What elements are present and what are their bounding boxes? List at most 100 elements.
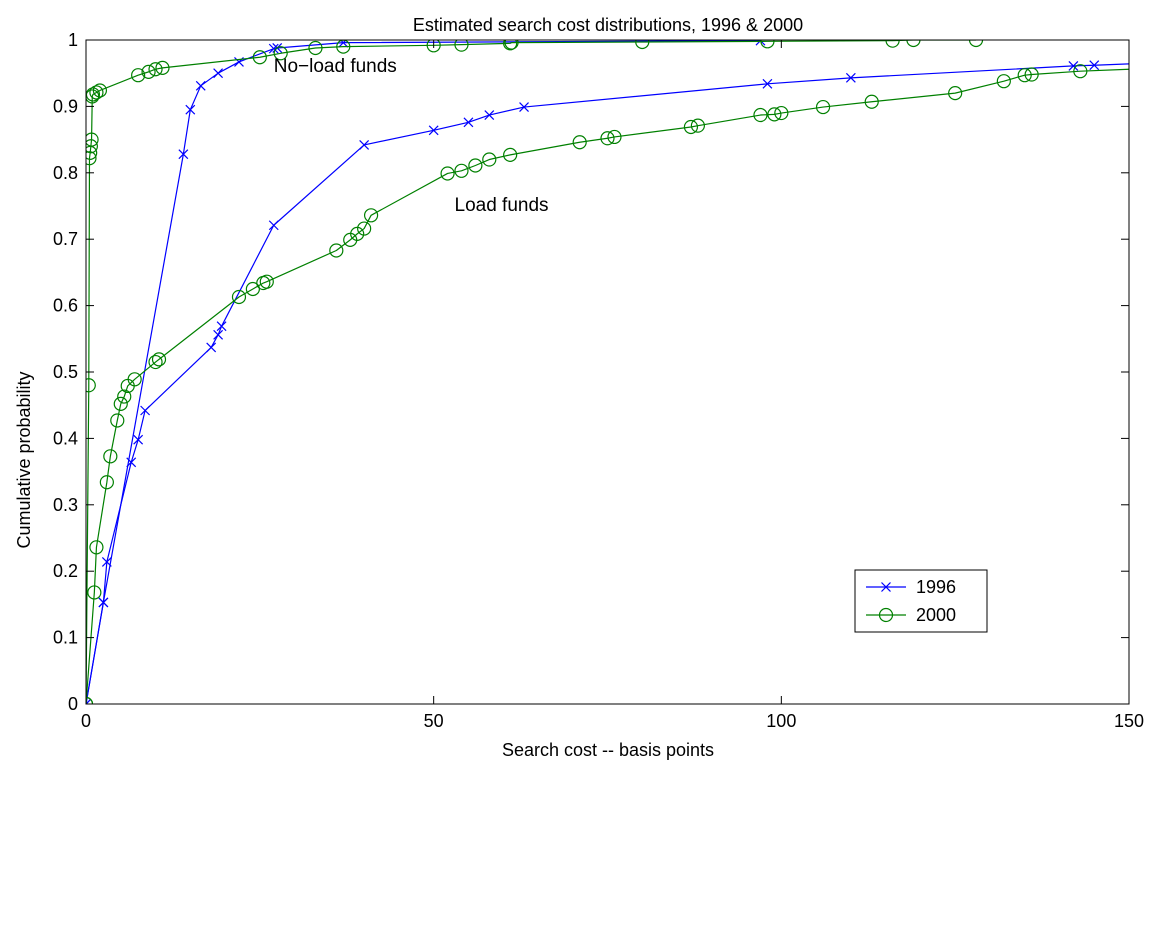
data-point: [259, 274, 274, 289]
data-point: [845, 72, 856, 83]
data-point: [268, 220, 279, 231]
legend-marker: [878, 607, 894, 623]
data-point: [440, 166, 455, 181]
y-tick-label: 0.2: [53, 561, 78, 581]
data-point: [1017, 68, 1032, 83]
data-point: [87, 585, 102, 600]
data-point: [308, 40, 323, 56]
data-point: [428, 125, 439, 136]
y-tick-label: 0.7: [53, 229, 78, 249]
y-tick-label: 0.8: [53, 163, 78, 183]
data-point: [635, 40, 650, 50]
series-line-1996-load: [86, 63, 1129, 704]
legend-entry-1996: 1996: [866, 577, 956, 597]
data-point: [1073, 64, 1088, 79]
data-point: [519, 102, 529, 112]
x-axis-label: Search cost -- basis points: [502, 740, 714, 760]
data-point: [185, 104, 196, 115]
data-point: [767, 107, 782, 122]
data-point: [86, 151, 97, 166]
data-point: [148, 62, 163, 77]
data-point: [454, 40, 469, 52]
data-point: [151, 352, 167, 367]
x-tick-label: 150: [1114, 711, 1144, 731]
y-tick-label: 0.5: [53, 362, 78, 382]
data-point: [753, 107, 768, 123]
data-point: [131, 68, 146, 83]
y-axis-label: Cumulative probability: [14, 371, 34, 548]
data-point: [503, 147, 518, 162]
data-point: [504, 40, 519, 50]
y-tick-label: 1: [68, 30, 78, 50]
data-point: [89, 85, 104, 100]
data-point: [996, 74, 1011, 89]
data-point: [503, 40, 518, 51]
data-point: [268, 43, 279, 54]
y-tick-label: 0.1: [53, 628, 78, 648]
y-tick-label: 0.9: [53, 96, 78, 116]
data-point: [948, 86, 963, 101]
data-point: [1024, 67, 1039, 82]
data-point: [127, 372, 142, 387]
legend-label: 1996: [916, 577, 956, 597]
data-point: [206, 342, 217, 353]
data-point: [98, 597, 109, 608]
data-point: [454, 163, 469, 178]
data-point: [155, 60, 170, 75]
data-point: [133, 434, 144, 445]
series-layer: [86, 40, 1129, 704]
data-point: [690, 118, 705, 133]
annotation-layer: No−load funds Load funds: [274, 56, 549, 216]
data-point: [329, 243, 344, 258]
annotation-label: No−load funds: [274, 56, 397, 77]
data-point: [572, 135, 587, 150]
legend-label: 2000: [916, 605, 956, 625]
data-point: [683, 119, 699, 135]
ticks-layer: 0 50 100 150 0 0.1 0.2 0.3 0.4 0.5 0.6 0.7 0.8 0.9 1: [53, 30, 1144, 731]
series-line-1996-no-load: [86, 40, 761, 704]
series-1996: [86, 40, 1129, 704]
data-point: [273, 46, 288, 61]
data-point: [760, 40, 775, 49]
y-tick-label: 0.6: [53, 296, 78, 316]
data-point: [484, 110, 495, 120]
data-point: [968, 40, 984, 48]
y-tick-label: 0.4: [53, 428, 78, 448]
data-point: [426, 40, 441, 53]
x-tick-label: 100: [766, 711, 796, 731]
data-point: [357, 221, 372, 236]
x-tick-label: 50: [424, 711, 444, 731]
data-point: [117, 389, 132, 404]
data-point: [110, 413, 125, 428]
data-point: [89, 540, 104, 555]
data-point: [774, 105, 789, 121]
data-point: [463, 117, 474, 128]
data-point: [359, 139, 370, 150]
data-point: [216, 321, 227, 332]
data-point: [1068, 60, 1079, 71]
data-point: [906, 40, 921, 48]
data-point: [607, 129, 622, 145]
data-point: [815, 99, 831, 115]
data-point: [148, 354, 163, 370]
data-point: [101, 556, 112, 567]
data-point: [126, 457, 137, 468]
y-tick-label: 0.3: [53, 495, 78, 515]
legend-entry-2000: 2000: [866, 605, 956, 625]
data-point: [252, 50, 267, 65]
data-point: [113, 396, 128, 411]
data-point: [338, 40, 349, 48]
data-point: [245, 281, 260, 297]
legend-marker: [881, 582, 891, 592]
data-point: [178, 149, 189, 160]
data-point: [86, 378, 96, 393]
data-point: [363, 208, 379, 223]
data-point: [86, 139, 98, 154]
legend-box: [854, 569, 988, 633]
annotation-label: Load funds: [455, 195, 549, 216]
data-point: [140, 405, 151, 416]
y-tick-label: 0: [68, 694, 78, 714]
data-point: [195, 80, 206, 91]
x-tick-label: 0: [81, 711, 91, 731]
